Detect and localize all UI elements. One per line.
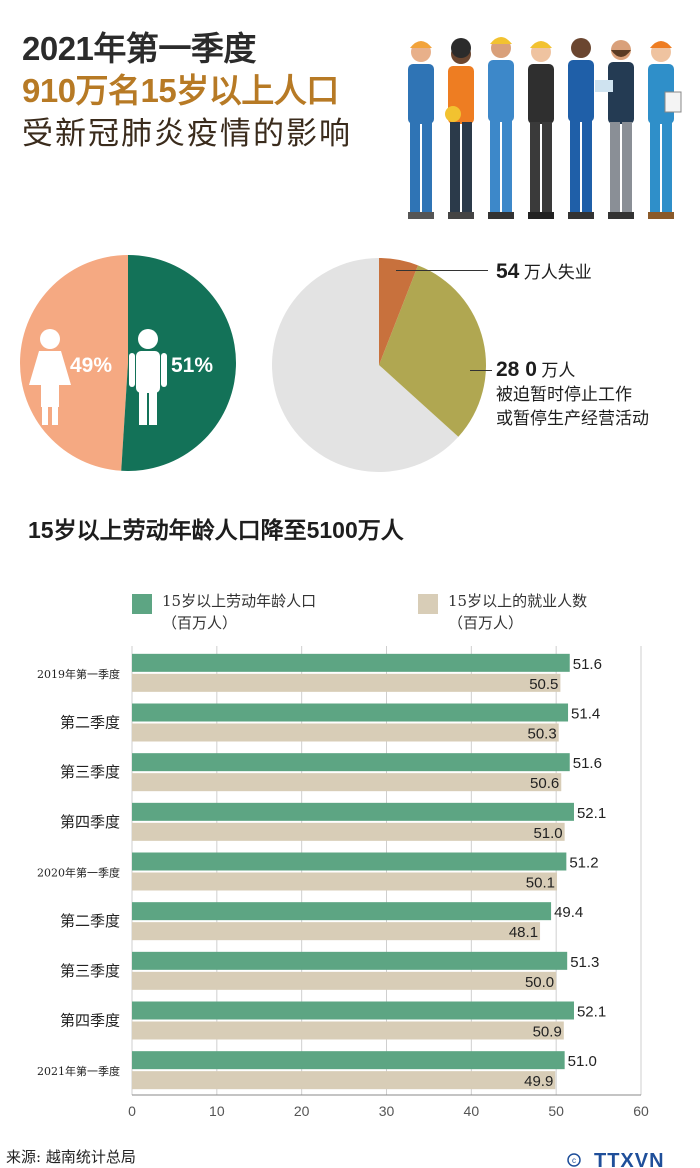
bar-employed — [132, 773, 562, 792]
value-label-employed: 51.0 — [533, 825, 562, 842]
bar-employed — [132, 723, 559, 742]
category-label: 第三季度 — [60, 763, 120, 781]
female-percent: 49% — [70, 354, 112, 377]
bar-employed — [132, 673, 561, 692]
suspended-leader-line — [470, 370, 492, 371]
ttxvn-logo: c TTXVN — [567, 1150, 694, 1168]
gender-pie: 49% 51% — [20, 255, 236, 471]
unemployed-leader-line — [396, 270, 488, 271]
category-label: 第四季度 — [60, 813, 120, 831]
value-label-labor-force: 51.6 — [573, 755, 602, 772]
workers-illustration — [408, 37, 682, 219]
value-label-labor-force: 52.1 — [577, 805, 606, 822]
bar-employed — [132, 1021, 564, 1040]
value-label-employed: 50.1 — [526, 875, 555, 892]
legend-label-labor-force: 15岁以上劳动年龄人口 （百万人） — [162, 590, 316, 634]
worker-figure — [408, 41, 434, 219]
value-label-labor-force: 51.6 — [573, 656, 602, 673]
bar-labor-force — [132, 951, 568, 970]
worker-figure — [445, 38, 474, 219]
category-label: 第二季度 — [60, 912, 120, 930]
legend-swatch-labor-force — [132, 594, 152, 614]
unemployed-number: 54 — [496, 260, 520, 283]
svg-text:TTXVN: TTXVN — [594, 1150, 665, 1168]
unemployed-slice — [379, 258, 418, 365]
worker-figure — [568, 38, 594, 219]
male-percent: 51% — [171, 354, 213, 377]
value-label-labor-force: 51.4 — [571, 706, 600, 723]
value-label-labor-force: 51.2 — [569, 855, 598, 872]
value-label-labor-force: 49.4 — [554, 904, 583, 921]
bar-employed — [132, 1071, 556, 1090]
value-label-employed: 50.5 — [529, 676, 558, 693]
unemployed-text: 万人失业 — [523, 263, 592, 282]
x-tick-label: 20 — [294, 1103, 310, 1119]
legend-employed-line1: 15岁以上的就业人数 — [448, 592, 588, 610]
legend-employed-line2: （百万人） — [448, 614, 524, 632]
svg-text:c: c — [572, 1156, 576, 1165]
bar-labor-force — [132, 703, 569, 722]
bar-labor-force — [132, 852, 567, 871]
value-label-labor-force: 51.3 — [570, 954, 599, 971]
category-label: 第三季度 — [60, 962, 120, 980]
value-label-employed: 50.0 — [525, 974, 554, 991]
legend-labor-force-line2: （百万人） — [162, 614, 238, 632]
title-line-2: 910万名15岁以上人口 — [22, 72, 339, 109]
worker-figure — [528, 41, 554, 219]
x-tick-label: 0 — [128, 1103, 136, 1119]
bar-labor-force — [132, 1051, 565, 1070]
legend-label-employed: 15岁以上的就业人数 （百万人） — [448, 590, 587, 634]
x-tick-label: 60 — [633, 1103, 649, 1119]
legend-labor-force-line1: 15岁以上劳动年龄人口 — [162, 592, 317, 610]
bar-chart: 51.6 50.5 2019年第一季度 51.4 50.3 第二季度 51.6 50.6 第三季… — [37, 646, 649, 1119]
suspended-annotation: 28 0 万人 — [496, 356, 575, 382]
bar-employed — [132, 922, 541, 941]
category-label: 第四季度 — [60, 1012, 120, 1030]
x-tick-label: 30 — [379, 1103, 395, 1119]
x-tick-label: 50 — [548, 1103, 564, 1119]
value-label-employed: 50.9 — [533, 1024, 562, 1041]
bar-employed — [132, 872, 558, 891]
category-label: 2019年第一季度 — [37, 667, 120, 681]
bar-employed — [132, 822, 565, 841]
rest-slice — [272, 258, 459, 472]
suspended-number: 28 0 — [496, 358, 537, 381]
bar-labor-force — [132, 802, 574, 821]
category-label: 第二季度 — [60, 714, 120, 732]
value-label-labor-force: 52.1 — [577, 1004, 606, 1021]
value-label-labor-force: 51.0 — [568, 1053, 597, 1070]
worker-figure — [488, 37, 514, 219]
bar-labor-force — [132, 753, 570, 772]
suspended-slice — [379, 265, 486, 437]
unemployed-annotation: 54 万人失业 — [496, 258, 592, 284]
worker-figure — [648, 41, 682, 219]
worker-figure — [595, 40, 634, 219]
legend-swatch-employed — [418, 594, 438, 614]
value-label-employed: 48.1 — [509, 924, 538, 941]
bar-employed — [132, 971, 557, 990]
suspended-desc-2: 或暂停生产经营活动 — [496, 409, 649, 429]
chart-title: 15岁以上劳动年龄人口降至5100万人 — [28, 517, 404, 543]
bar-labor-force — [132, 902, 552, 921]
x-tick-label: 10 — [209, 1103, 225, 1119]
value-label-employed: 50.6 — [530, 775, 559, 792]
female-icon — [29, 329, 71, 425]
value-label-employed: 50.3 — [528, 726, 557, 743]
bar-labor-force — [132, 653, 570, 672]
source-note: 来源: 越南统计总局 — [6, 1148, 136, 1166]
value-label-employed: 49.9 — [524, 1073, 553, 1090]
x-tick-label: 40 — [464, 1103, 480, 1119]
suspended-desc-1: 被迫暂时停止工作 — [496, 385, 632, 405]
bar-labor-force — [132, 1001, 574, 1020]
suspended-unit: 万人 — [541, 361, 576, 380]
title-line-3: 受新冠肺炎疫情的影响 — [22, 116, 352, 152]
category-label: 2021年第一季度 — [37, 1064, 120, 1078]
title-line-1: 2021年第一季度 — [22, 30, 256, 67]
male-icon — [129, 329, 167, 425]
impact-pie — [272, 258, 486, 472]
category-label: 2020年第一季度 — [37, 866, 120, 880]
